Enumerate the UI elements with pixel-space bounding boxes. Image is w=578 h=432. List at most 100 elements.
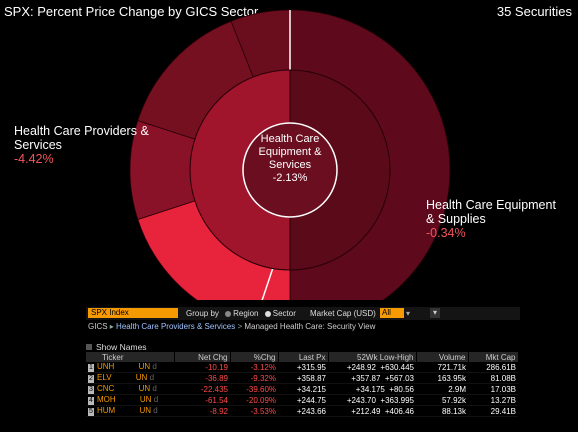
sector-radio[interactable] xyxy=(264,311,271,317)
market-cap-filter[interactable]: All xyxy=(380,308,404,318)
center-label: Health Care Equipment & Services -2.13% xyxy=(244,133,336,185)
show-names-toggle[interactable]: Show Names xyxy=(86,342,147,352)
last-px-cell: +358.87 xyxy=(278,372,328,384)
col-ticker[interactable]: Ticker xyxy=(86,352,175,362)
table-row[interactable]: 5 HUM UN d -8.92 -3.53% +243.66 +212.49 +406.… xyxy=(86,405,518,417)
mkt-cap-cell: 29.41B xyxy=(468,405,518,417)
security-input[interactable]: SPX Index xyxy=(88,308,178,318)
group-by-label: Group by xyxy=(186,309,219,318)
table-row[interactable]: 2 ELV UN d -36.89 -9.32% +358.87 +357.87 +567… xyxy=(86,372,518,384)
ticker-cell[interactable]: 4 MOH UN d xyxy=(86,394,174,406)
ticker[interactable]: MOH xyxy=(97,395,116,404)
left-sector-label[interactable]: Health Care Providers & Services -4.42% xyxy=(14,124,174,166)
checkbox-icon[interactable] xyxy=(86,344,92,350)
securities-table: Ticker Net Chg %Chg Last Px 52Wk Low-Hig… xyxy=(86,352,519,417)
range-cell: +248.92 +630.445 xyxy=(328,362,416,373)
detail-icon[interactable]: d xyxy=(149,373,155,382)
last-px-cell: +34.215 xyxy=(278,383,328,395)
col-net-chg[interactable]: Net Chg xyxy=(174,352,231,362)
rank-badge: 3 xyxy=(88,386,94,394)
mkt-cap-cell: 13.27B xyxy=(468,394,518,406)
table-row[interactable]: 1 UNH UN d -10.19 -3.12% +315.95 +248.92 +630… xyxy=(86,362,518,373)
mkt-cap-cell: 81.08B xyxy=(468,372,518,384)
range-cell: +357.87 +567.03 xyxy=(328,372,416,384)
col-mkt-cap[interactable]: Mkt Cap xyxy=(468,352,519,362)
last-px-cell: +315.95 xyxy=(278,362,328,373)
chart-title: SPX: Percent Price Change by GICS Sector xyxy=(4,4,259,19)
net-chg-cell: -36.89 xyxy=(174,372,230,384)
volume-cell: 163.95k xyxy=(416,372,468,384)
pct-chg-cell: -39.60% xyxy=(230,383,278,395)
rank-badge: 1 xyxy=(88,364,94,372)
ticker-cell[interactable]: 5 HUM UN d xyxy=(86,405,174,417)
mkt-cap-cell: 17.03B xyxy=(468,383,518,395)
detail-icon[interactable]: d xyxy=(152,384,157,393)
ticker[interactable]: CNC xyxy=(97,384,115,393)
breadcrumb-level2: Managed Health Care: Security View xyxy=(244,322,376,331)
exchange: UN xyxy=(139,395,152,404)
detail-icon[interactable]: d xyxy=(152,362,157,371)
pct-chg-cell: -3.12% xyxy=(230,362,278,373)
detail-icon[interactable]: d xyxy=(153,406,158,415)
ticker-cell[interactable]: 1 UNH UN d xyxy=(86,362,174,373)
breadcrumb-root[interactable]: GICS xyxy=(88,322,108,331)
sector-donut-chart[interactable] xyxy=(0,0,578,300)
show-names-label: Show Names xyxy=(96,342,147,352)
security-count: 35 Securities xyxy=(496,4,572,19)
volume-cell: 2.9M xyxy=(416,383,468,395)
col-52wk[interactable]: 52Wk Low-High xyxy=(328,352,417,362)
dropdown-icon[interactable]: ▾ xyxy=(430,308,440,318)
col-volume[interactable]: Volume xyxy=(416,352,469,362)
left-sector-name: Health Care Providers & Services xyxy=(14,124,149,152)
range-cell: +34.175 +80.56 xyxy=(328,383,416,395)
col-last-px[interactable]: Last Px xyxy=(278,352,329,362)
toolbar: SPX Index Group by Region Sector Market … xyxy=(86,307,520,320)
table-header-row: Ticker Net Chg %Chg Last Px 52Wk Low-Hig… xyxy=(86,352,519,362)
net-chg-cell: -22.435 xyxy=(174,383,230,395)
table-row[interactable]: 4 MOH UN d -61.54 -20.09% +244.75 +243.70 +36… xyxy=(86,394,518,406)
exchange: UN xyxy=(139,406,152,415)
center-circle[interactable] xyxy=(242,122,338,218)
region-label: Region xyxy=(233,309,259,318)
ticker[interactable]: HUM xyxy=(97,406,116,415)
rank-badge: 2 xyxy=(88,375,94,383)
breadcrumb: GICS ▸ Health Care Providers & Services … xyxy=(88,322,376,331)
range-cell: +243.70 +363.995 xyxy=(328,394,416,406)
ticker[interactable]: UNH xyxy=(97,362,115,371)
chevron-down-icon[interactable]: ▾ xyxy=(406,309,411,318)
rank-badge: 4 xyxy=(88,397,94,405)
volume-cell: 88.13k xyxy=(416,405,468,417)
volume-cell: 721.71k xyxy=(416,362,468,373)
center-pct: -2.13% xyxy=(272,172,308,184)
chevron-right-icon: ▸ xyxy=(109,322,117,331)
exchange: UN xyxy=(138,384,151,393)
sector-label: Sector xyxy=(272,309,296,318)
net-chg-cell: -10.19 xyxy=(174,362,230,373)
ticker-cell[interactable]: 3 CNC UN d xyxy=(86,383,174,395)
col-pct-chg[interactable]: %Chg xyxy=(230,352,279,362)
right-sector-label[interactable]: Health Care Equipment & Supplies -0.34% xyxy=(426,198,566,240)
ticker-cell[interactable]: 2 ELV UN d xyxy=(86,372,174,384)
right-sector-pct: -0.34% xyxy=(426,226,466,240)
range-cell: +212.49 +406.46 xyxy=(328,405,416,417)
exchange: UN xyxy=(138,362,151,371)
rank-badge: 5 xyxy=(88,408,94,416)
left-sector-pct: -4.42% xyxy=(14,152,54,166)
detail-icon[interactable]: d xyxy=(153,395,159,404)
market-cap-label: Market Cap (USD) xyxy=(310,309,376,318)
pct-chg-cell: -9.32% xyxy=(230,372,278,384)
last-px-cell: +243.66 xyxy=(278,405,328,417)
ticker[interactable]: ELV xyxy=(97,373,112,382)
center-title: Health Care Equipment & Services xyxy=(258,133,322,171)
net-chg-cell: -8.92 xyxy=(174,405,230,417)
last-px-cell: +244.75 xyxy=(278,394,328,406)
mkt-cap-cell: 286.61B xyxy=(468,362,518,373)
region-radio[interactable] xyxy=(225,311,232,317)
exchange: UN xyxy=(135,373,148,382)
group-by-control: Group by Region Sector xyxy=(186,309,296,318)
volume-cell: 57.92k xyxy=(416,394,468,406)
net-chg-cell: -61.54 xyxy=(174,394,230,406)
pct-chg-cell: -3.53% xyxy=(230,405,278,417)
breadcrumb-level1[interactable]: Health Care Providers & Services xyxy=(116,322,236,331)
table-row[interactable]: 3 CNC UN d -22.435 -39.60% +34.215 +34.175 +8… xyxy=(86,383,518,395)
